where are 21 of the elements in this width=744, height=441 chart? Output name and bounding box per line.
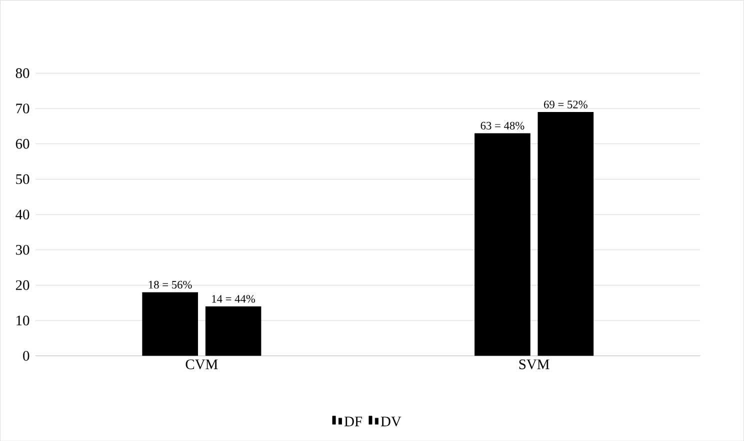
x-tick-label: SVM bbox=[519, 359, 550, 370]
legend-label: DV bbox=[380, 416, 402, 426]
bar bbox=[474, 133, 530, 356]
y-tick-label: 30 bbox=[16, 244, 30, 255]
bar bbox=[142, 292, 198, 356]
y-tick-label: 60 bbox=[16, 138, 30, 149]
y-tick-label: 50 bbox=[16, 174, 30, 184]
y-tick-label: 40 bbox=[16, 209, 30, 220]
data-label: 69 = 52% bbox=[544, 100, 588, 108]
y-tick-label: 10 bbox=[16, 315, 30, 326]
y-tick-label: 80 bbox=[16, 68, 30, 78]
x-tick-label: CVM bbox=[186, 359, 218, 370]
bar bbox=[538, 112, 594, 356]
data-label: 14 = 44% bbox=[212, 294, 256, 303]
y-tick-label: 20 bbox=[16, 280, 30, 290]
legend-label: DF bbox=[344, 416, 362, 426]
y-tick-label: 0 bbox=[23, 350, 30, 361]
data-label: 63 = 48% bbox=[480, 122, 524, 130]
y-tick-label: 70 bbox=[16, 103, 30, 114]
data-label: 18 = 56% bbox=[148, 280, 192, 288]
bar bbox=[205, 306, 262, 356]
